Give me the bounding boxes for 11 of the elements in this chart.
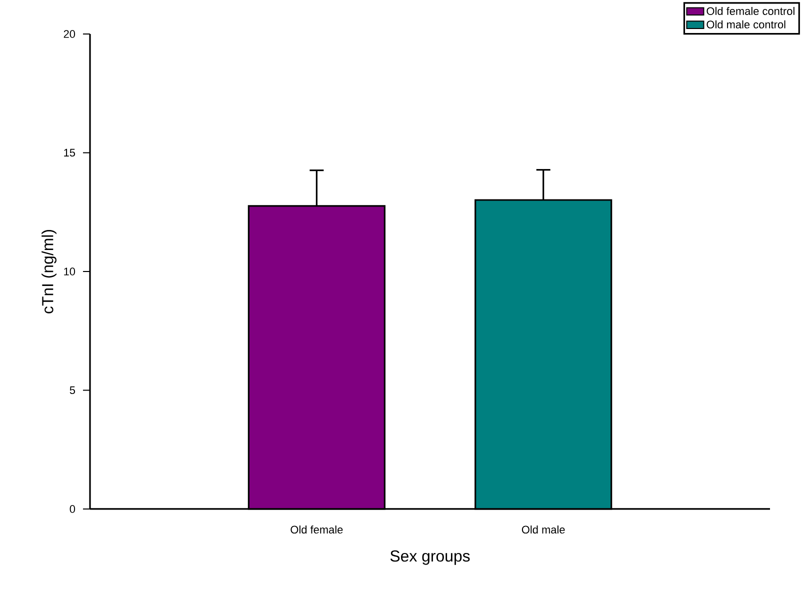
y-tick-label: 5 (70, 386, 76, 394)
x-tick-label: Old male (522, 526, 565, 534)
x-axis-title: Sex groups (390, 550, 470, 565)
y-tick-label: 10 (64, 268, 76, 276)
x-tick-label: Old female (290, 526, 343, 534)
y-tick-label: 0 (70, 505, 76, 513)
legend-label: Old female control (706, 6, 794, 15)
legend-label: Old male control (706, 20, 786, 28)
y-axis-title: cTnI (ng/ml) (42, 230, 56, 314)
y-tick-label: 20 (64, 30, 76, 38)
y-tick-label: 15 (64, 148, 76, 157)
